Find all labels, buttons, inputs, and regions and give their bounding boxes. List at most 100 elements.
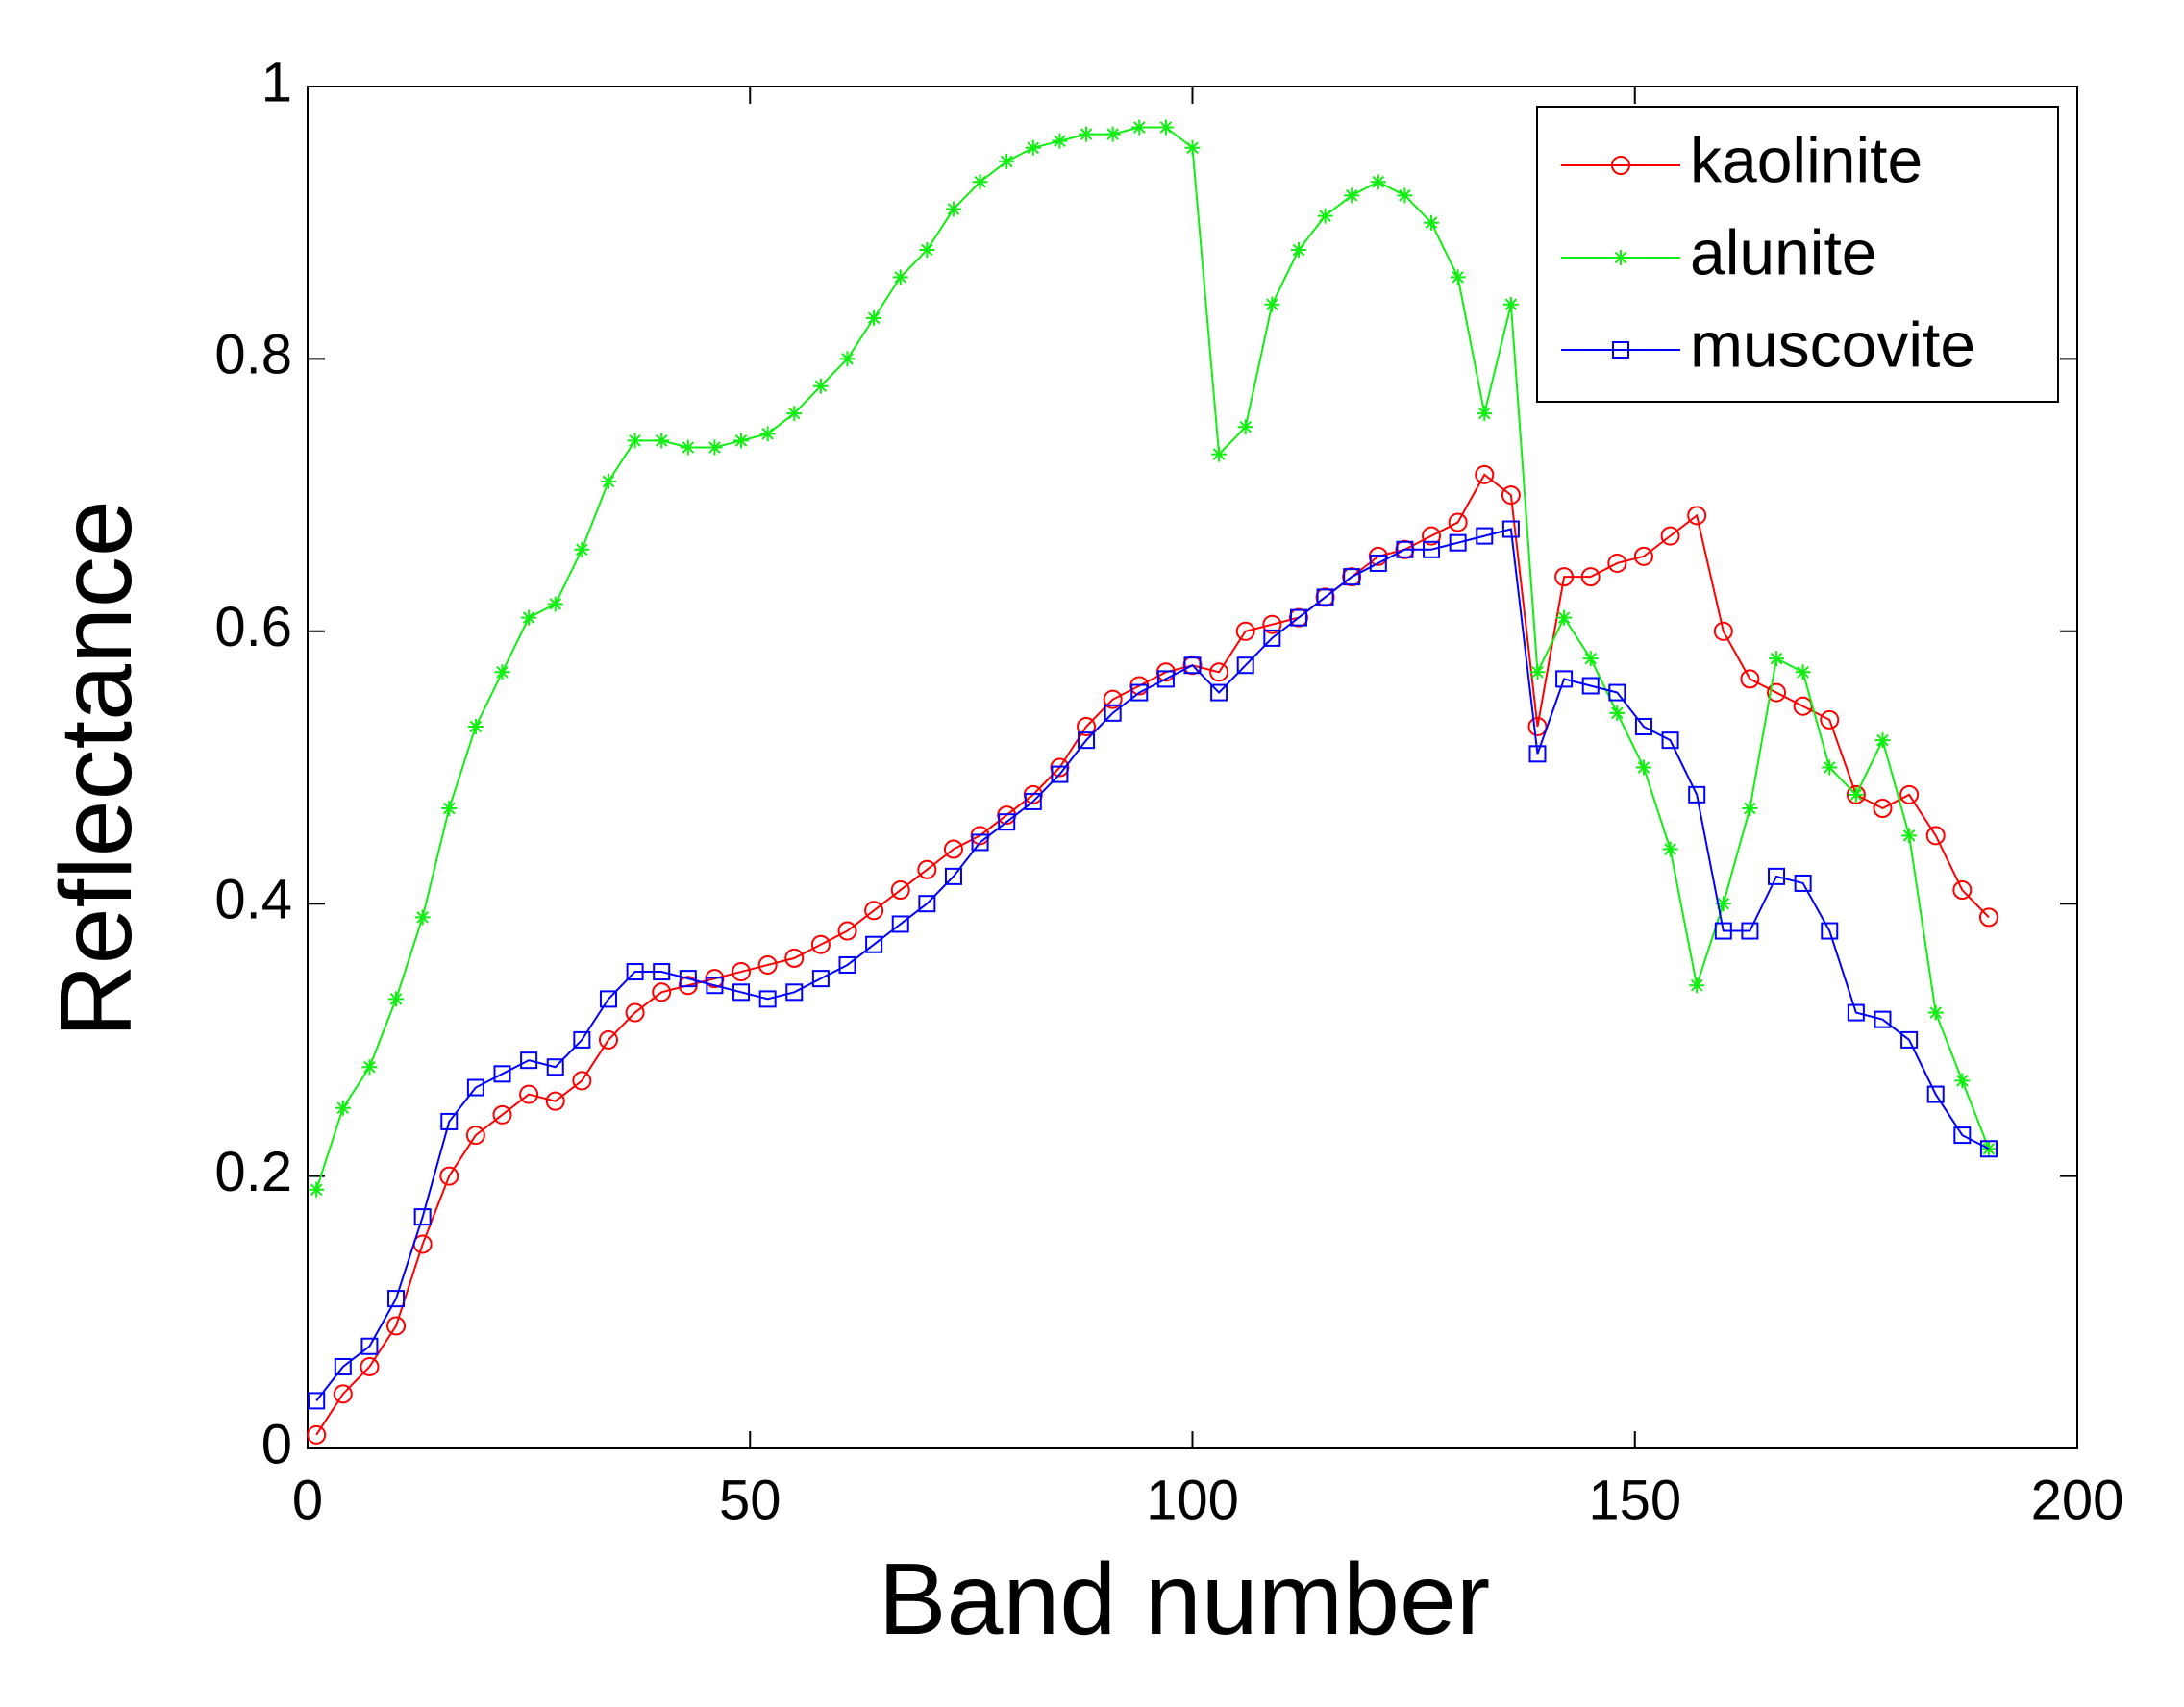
marker (1263, 629, 1281, 647)
marker (492, 1104, 512, 1125)
series-line (315, 528, 1990, 1402)
marker (1450, 269, 1466, 285)
marker (1078, 731, 1096, 750)
marker (917, 859, 937, 879)
marker (1901, 828, 1918, 844)
marker (706, 977, 724, 995)
marker (1926, 1085, 1945, 1103)
marker (574, 541, 590, 557)
y-tick-label: 0.8 (214, 324, 292, 386)
marker (1740, 669, 1760, 689)
marker (1554, 567, 1575, 587)
marker (971, 833, 989, 852)
marker (573, 1030, 591, 1049)
marker (440, 1112, 459, 1130)
marker (1613, 250, 1628, 265)
marker (733, 433, 750, 449)
marker (1687, 506, 1707, 526)
marker (1397, 187, 1413, 204)
marker (545, 1091, 565, 1111)
marker (1612, 341, 1629, 359)
marker (1953, 1126, 1972, 1145)
marker (307, 1424, 327, 1445)
marker (1742, 801, 1758, 817)
marker (998, 813, 1016, 831)
marker (757, 954, 778, 975)
marker (519, 1084, 539, 1104)
marker (1635, 759, 1651, 776)
marker (1794, 874, 1812, 892)
marker (1822, 759, 1838, 776)
marker (1689, 977, 1705, 994)
marker (521, 609, 537, 626)
marker (1634, 717, 1652, 735)
marker (1847, 1003, 1865, 1022)
marker (1477, 406, 1493, 422)
marker (1077, 716, 1097, 736)
marker (1184, 139, 1201, 156)
marker (1396, 540, 1414, 558)
marker (1874, 1010, 1892, 1028)
marker (1821, 922, 1839, 940)
marker (811, 970, 830, 988)
marker (413, 1208, 432, 1226)
marker (414, 909, 431, 926)
marker (1768, 867, 1786, 885)
marker (972, 174, 988, 190)
marker (1580, 567, 1601, 587)
marker (654, 433, 670, 449)
y-axis-label: Reflectance (39, 500, 153, 1038)
marker (812, 378, 829, 394)
marker (598, 1029, 618, 1050)
marker (334, 1357, 352, 1375)
marker (1954, 1073, 1971, 1089)
marker (1316, 588, 1334, 606)
marker (1925, 826, 1946, 846)
marker (1424, 214, 1440, 231)
marker (1979, 1140, 1998, 1158)
marker (732, 983, 751, 1002)
marker (1157, 119, 1174, 136)
marker (1769, 651, 1785, 667)
marker (1344, 187, 1360, 204)
marker (1104, 126, 1121, 142)
marker (1662, 841, 1678, 857)
marker (466, 1078, 484, 1097)
marker (546, 1058, 564, 1076)
marker (1262, 614, 1282, 634)
x-tick-label: 50 (719, 1469, 782, 1531)
marker (919, 242, 935, 259)
marker (1343, 568, 1361, 586)
marker (1607, 553, 1627, 573)
marker (1952, 880, 1973, 901)
marker (1927, 1004, 1944, 1021)
marker (784, 948, 805, 968)
marker (626, 963, 644, 981)
y-tick-label: 0.6 (214, 596, 292, 658)
marker (1795, 664, 1811, 680)
marker (1608, 683, 1626, 702)
marker (1582, 651, 1599, 667)
legend-label: alunite (1690, 216, 1877, 287)
marker (1130, 683, 1149, 702)
marker (1236, 656, 1254, 675)
marker (1211, 446, 1228, 462)
marker (1529, 664, 1546, 680)
marker (1767, 682, 1787, 703)
marker (943, 839, 963, 859)
marker (1237, 419, 1253, 435)
marker (1528, 745, 1547, 763)
marker (1235, 621, 1255, 641)
marker (1688, 785, 1706, 804)
marker (520, 1051, 538, 1070)
marker (918, 895, 936, 913)
marker (333, 1384, 353, 1404)
marker (335, 1100, 351, 1116)
marker (1423, 540, 1441, 558)
marker (1900, 1030, 1919, 1049)
marker (1051, 765, 1069, 783)
marker (891, 915, 909, 933)
marker (865, 935, 883, 953)
x-axis-label: Band number (879, 1543, 1490, 1656)
